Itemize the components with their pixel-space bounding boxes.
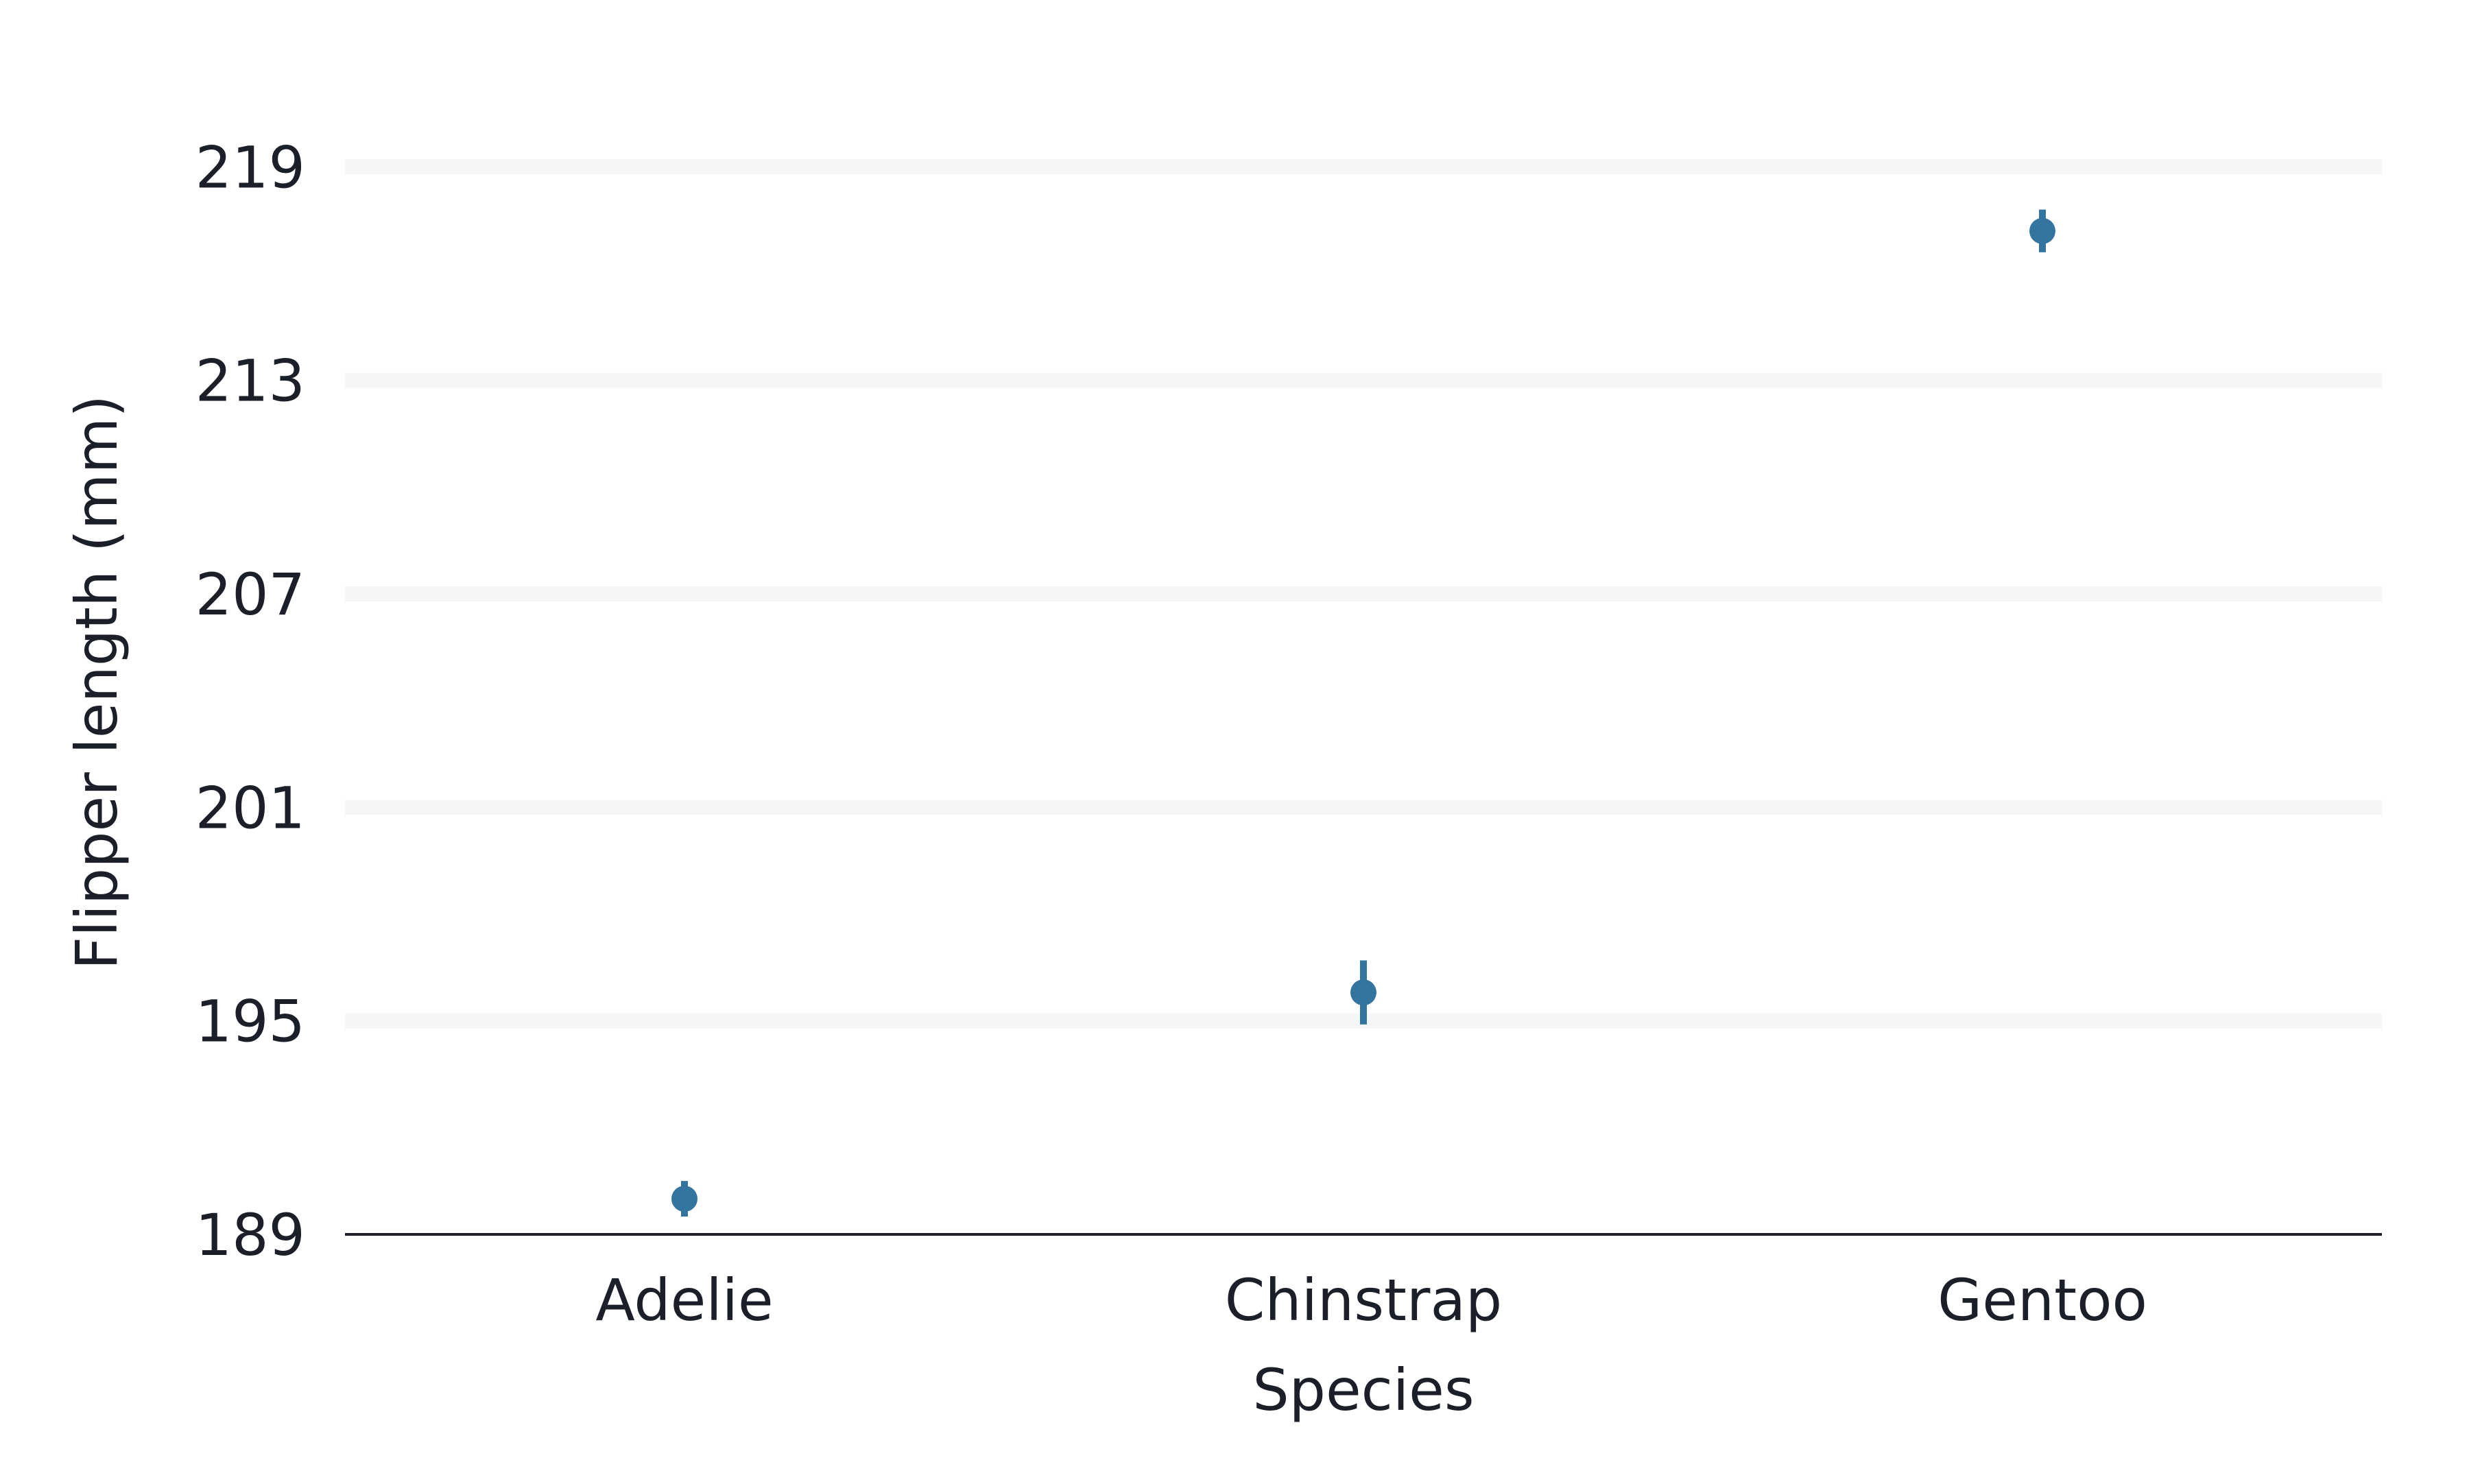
data-point (1350, 979, 1376, 1006)
marks-layer (671, 209, 2055, 1217)
y-axis-label: Flipper length (mm) (63, 395, 130, 970)
x-axis-label: Species (1252, 1356, 1474, 1424)
labels-layer: Species Flipper length (mm) (63, 395, 1475, 1424)
axis-layer: 189 195 201 207 213 219 Adelie Chinstrap Gentoo (195, 134, 2382, 1334)
y-tick-label: 195 (195, 988, 305, 1055)
data-point (2029, 217, 2055, 244)
y-tick-label: 201 (195, 774, 305, 841)
x-tick-label: Adelie (595, 1267, 773, 1334)
x-tick-label: Chinstrap (1225, 1267, 1503, 1334)
y-tick-label: 219 (195, 134, 305, 201)
y-tick-label: 207 (195, 561, 305, 628)
x-tick-label: Gentoo (1937, 1267, 2147, 1334)
grid-layer (345, 159, 2382, 1029)
y-tick-label: 189 (195, 1201, 305, 1269)
y-tick-label: 213 (195, 348, 305, 415)
data-point (671, 1186, 697, 1212)
